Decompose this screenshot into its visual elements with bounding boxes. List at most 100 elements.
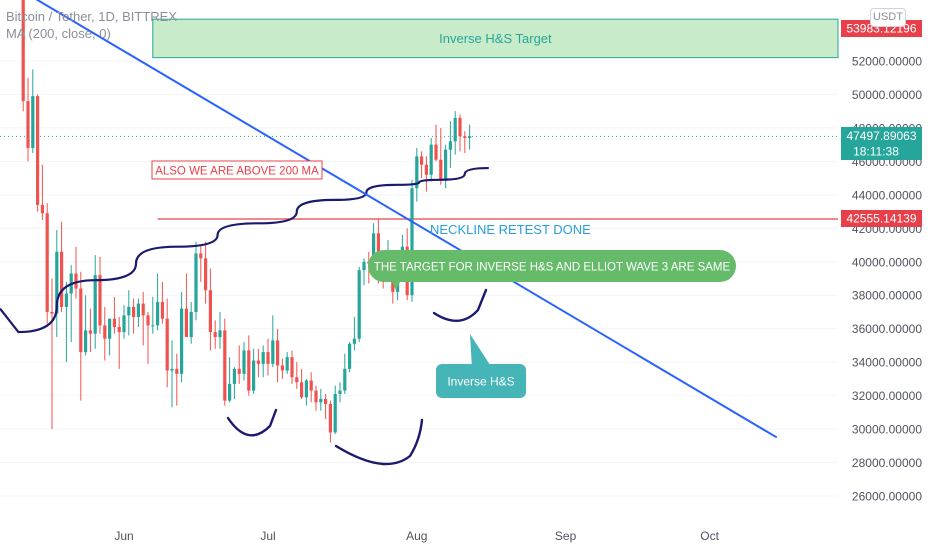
time-axis[interactable]: Jun Jul Aug Sep Oct: [114, 529, 719, 543]
candle-body: [156, 301, 160, 326]
candle-body: [136, 303, 140, 317]
time-tick-label: Jun: [114, 529, 133, 543]
candle-body: [295, 377, 299, 383]
candle-body: [453, 117, 457, 142]
candle-body: [223, 330, 227, 401]
last-price-tag: [841, 127, 922, 160]
candle-body: [290, 357, 294, 378]
neckline-price-text: 42555.14139: [846, 212, 916, 226]
candle-body: [60, 251, 64, 307]
candle-body: [415, 156, 419, 189]
time-tick-label: Oct: [700, 529, 719, 543]
price-tick-label: 38000.00000: [852, 289, 922, 303]
candle-body: [362, 261, 366, 271]
candle-body: [21, 0, 25, 102]
candle-body: [338, 390, 342, 394]
candle-body: [439, 159, 443, 180]
candle-body: [276, 340, 280, 366]
candle-body: [429, 144, 433, 175]
candle-body: [79, 288, 83, 353]
candle-body: [45, 213, 49, 312]
candle-body: [132, 306, 136, 317]
candle-body: [242, 350, 246, 374]
candle-body: [352, 338, 356, 344]
inverse-hs-label: Inverse H&S: [447, 375, 514, 389]
candle-body: [420, 156, 424, 165]
candle-body: [343, 368, 347, 391]
candle-body: [309, 380, 313, 391]
candle-body: [151, 325, 155, 327]
candle-body: [328, 403, 332, 433]
price-tick-label: 40000.00000: [852, 255, 922, 269]
candle-body: [93, 275, 97, 334]
candle-body: [376, 233, 380, 266]
same-target-label: THE TARGET FOR INVERSE H&S AND ELLIOT WA…: [374, 262, 731, 274]
price-tick-label: 28000.00000: [852, 456, 922, 470]
head-arc: [334, 418, 424, 466]
candle-body: [175, 368, 179, 374]
candle-body: [112, 318, 116, 328]
candle-body: [127, 306, 131, 316]
candle-body: [165, 318, 169, 371]
candle-body: [357, 270, 361, 339]
chart-grid: [0, 60, 838, 497]
candle-body: [304, 380, 308, 398]
candle-body: [348, 343, 352, 369]
candle-body: [300, 382, 304, 398]
candle-body: [180, 308, 184, 374]
candle-body: [170, 368, 174, 371]
candle-body: [252, 360, 256, 391]
candle-body: [189, 311, 193, 338]
neckline-retest-label: NECKLINE RETEST DONE: [430, 222, 591, 237]
candle-body: [36, 96, 40, 205]
candle-body: [271, 340, 275, 364]
countdown-text: 18:11:38: [853, 145, 899, 159]
candle-body: [228, 383, 232, 401]
candle-body: [122, 315, 126, 333]
symbol-title: Bitcoin / Tether, 1D, BITTREX: [6, 9, 177, 24]
right-shoulder-arc: [432, 288, 488, 322]
candle-body: [160, 301, 164, 319]
candle-body: [204, 258, 208, 291]
price-tick-label: 36000.00000: [852, 322, 922, 336]
candle-body: [199, 253, 203, 259]
candles-layer: [21, 0, 472, 443]
target-zone-label: Inverse H&S Target: [439, 31, 552, 46]
candle-body: [444, 149, 448, 180]
neckline-price-tag: [841, 210, 922, 227]
candle-body: [84, 330, 88, 353]
candle-body: [218, 330, 222, 338]
same-target-callout: [368, 250, 736, 282]
candle-body: [314, 390, 318, 403]
last-price-text: 47497.89063: [846, 129, 916, 143]
candle-body: [141, 303, 145, 316]
candle-body: [146, 315, 150, 326]
candle-body: [266, 352, 270, 364]
time-tick-label: Sep: [555, 529, 577, 543]
price-axis[interactable]: 52000.0000050000.0000048000.0000046000.0…: [852, 55, 922, 504]
candle-body: [468, 136, 472, 138]
above-ma-box: [151, 160, 323, 180]
candle-body: [117, 327, 121, 333]
candle-body: [372, 233, 376, 264]
candle-body: [98, 275, 102, 326]
candle-body: [184, 308, 188, 338]
candle-body: [261, 352, 265, 364]
trend-line: [35, 0, 778, 439]
inverse-hs-callout-tail: [470, 334, 492, 368]
time-tick-label: Aug: [406, 529, 427, 543]
candle-body: [333, 393, 337, 433]
price-tick-label: 44000.00000: [852, 188, 922, 202]
currency-badge[interactable]: USDT: [870, 8, 906, 27]
candle-body: [424, 164, 428, 175]
candle-body: [324, 398, 328, 404]
left-shoulder-arc: [226, 408, 278, 437]
price-tick-label: 30000.00000: [852, 423, 922, 437]
candle-body: [40, 204, 44, 214]
candle-body: [285, 357, 289, 371]
candle-body: [74, 273, 78, 289]
candle-body: [31, 96, 35, 148]
candle-body: [463, 136, 467, 138]
price-tick-label: 34000.00000: [852, 356, 922, 370]
